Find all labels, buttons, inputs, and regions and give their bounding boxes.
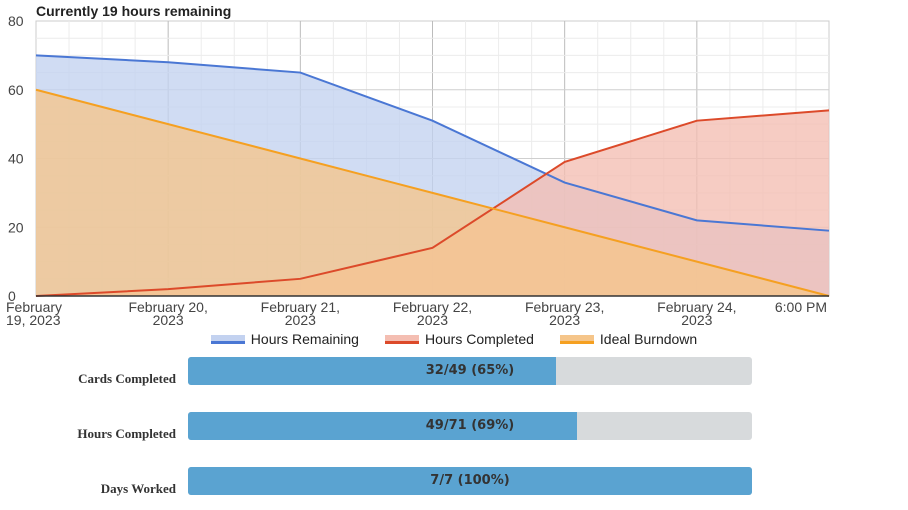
y-tick-label: 20	[8, 219, 24, 235]
series-lines	[35, 54, 830, 297]
x-tick-label: 2023	[153, 312, 184, 328]
x-tick-label: February 23,	[525, 299, 604, 315]
legend-item-hours-remaining[interactable]: Hours Remaining	[210, 330, 359, 348]
series-line-2	[35, 88, 830, 297]
stat-label: Days Worked	[100, 481, 176, 496]
y-tick-label: 0	[8, 288, 16, 304]
legend-label: Ideal Burndown	[599, 331, 698, 347]
stat-label: Cards Completed	[78, 371, 176, 386]
progress-bar-hours-completed: 49/71 (69%)	[188, 412, 752, 440]
progress-text: 7/7 (100%)	[430, 473, 510, 488]
series-line-0	[35, 54, 830, 232]
y-tick-label: 80	[8, 13, 24, 29]
x-tick-label: 2023	[417, 312, 448, 328]
legend: Hours Remaining Hours Completed Ideal Bu…	[0, 330, 908, 348]
progress-bar-days-worked: 7/7 (100%)	[188, 467, 752, 495]
legend-label: Hours Completed	[424, 331, 534, 347]
legend-item-ideal-burndown[interactable]: Ideal Burndown	[559, 330, 698, 348]
progress-fill	[188, 412, 578, 440]
stat-row-cards-completed: Cards Completed 32/49 (65%)	[0, 357, 908, 387]
stat-row-hours-completed: Hours Completed 49/71 (69%)	[0, 412, 908, 442]
x-tick-label: 2023	[681, 312, 712, 328]
legend-label: Hours Remaining	[250, 331, 359, 347]
stat-label: Hours Completed	[77, 426, 176, 441]
stat-row-days-worked: Days Worked 7/7 (100%)	[0, 467, 908, 497]
series-line-1	[35, 109, 830, 297]
legend-item-hours-completed[interactable]: Hours Completed	[384, 330, 534, 348]
y-tick-label: 40	[8, 151, 24, 167]
x-tick-label: February 21,	[261, 299, 340, 315]
burndown-chart: Currently 19 hours remaining 0 20 40 60 80 Fe…	[6, 3, 830, 328]
x-tick-label: February 24,	[657, 299, 736, 315]
x-tick-label: 2023	[549, 312, 580, 328]
progress-fill	[188, 357, 557, 385]
x-tick-label: 6:00 PM	[775, 299, 827, 315]
progress-text: 49/71 (69%)	[425, 418, 515, 433]
x-tick-label: 19, 2023	[6, 312, 61, 328]
x-tick-label: February 20,	[128, 299, 207, 315]
progress-bar-cards-completed: 32/49 (65%)	[188, 357, 752, 385]
chart-title: Currently 19 hours remaining	[36, 3, 231, 19]
x-tick-label: 2023	[285, 312, 316, 328]
x-tick-label: February	[6, 299, 62, 315]
progress-text: 32/49 (65%)	[425, 363, 515, 378]
progress-fill	[188, 467, 752, 495]
legend-swatch-ideal-burndown	[559, 334, 594, 344]
y-tick-label: 60	[8, 82, 24, 98]
legend-swatch-hours-completed	[384, 334, 419, 344]
x-tick-label: February 22,	[393, 299, 472, 315]
legend-swatch-hours-remaining	[210, 334, 245, 344]
